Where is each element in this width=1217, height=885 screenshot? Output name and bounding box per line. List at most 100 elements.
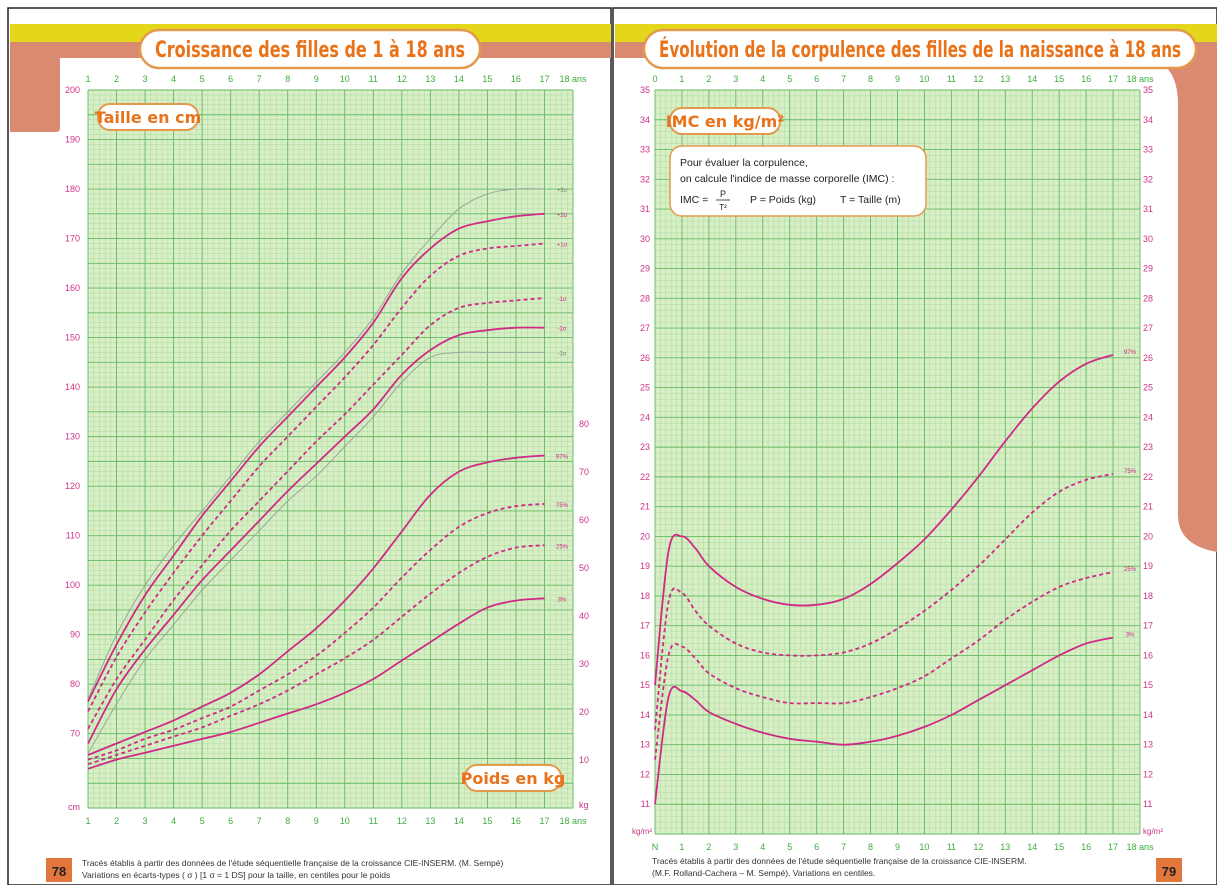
series-label: +3σ (557, 188, 568, 194)
plot-background (88, 90, 573, 808)
x-tick-top: 12 (973, 74, 983, 84)
page-title-right: Évolution de la corpulence des filles de… (659, 37, 1181, 63)
series-label: +2σ (557, 213, 568, 219)
x-tick-bottom: 12 (397, 816, 407, 826)
x-tick-top: 13 (425, 74, 435, 84)
x-tick-bottom: 7 (841, 842, 846, 852)
series-label: 3% (1126, 633, 1135, 639)
y-tick-left: 16 (640, 650, 650, 660)
page-number-box-right (1156, 858, 1182, 882)
height-curve (87, 297, 545, 730)
x-tick-bottom: 18 ans (1126, 842, 1154, 852)
series-label: 25% (556, 544, 569, 550)
y-tick-right: 21 (1143, 502, 1153, 512)
x-tick-top: 17 (539, 74, 549, 84)
page-number-box-left (46, 858, 72, 882)
info-formula-lhs: IMC = (680, 194, 708, 206)
y-tick-left: 15 (640, 680, 650, 690)
y-tick-left: 34 (640, 115, 650, 125)
weight-curve (87, 454, 545, 756)
x-tick-top: 6 (814, 74, 819, 84)
y-tick-left: 20 (640, 531, 650, 541)
height-curve (87, 212, 545, 702)
x-tick-top: 1 (679, 74, 684, 84)
height-curve (87, 242, 545, 712)
x-tick-bottom: 15 (1054, 842, 1064, 852)
y-tick-left: 30 (640, 234, 650, 244)
series-label: -1σ (557, 297, 566, 303)
footnote-right-2: (M.F. Rolland-Cachera – M. Sempé). Varia… (652, 868, 875, 878)
y-tick-left: 14 (640, 710, 650, 720)
y-tick-left: 23 (640, 442, 650, 452)
x-tick-top: 3 (733, 74, 738, 84)
major-grid (87, 89, 574, 809)
y-tick-weight: 70 (579, 467, 589, 477)
x-tick-top: 5 (200, 74, 205, 84)
height-curve (87, 326, 545, 745)
x-tick-top: 9 (314, 74, 319, 84)
label-imc-frame (669, 107, 781, 135)
y-tick-left: 32 (640, 174, 650, 184)
y-tick-right: 26 (1143, 353, 1153, 363)
y-unit-left: kg/m² (632, 827, 652, 836)
y-tick-left: 19 (640, 561, 650, 571)
x-tick-top: 8 (868, 74, 873, 84)
x-tick-bottom: 6 (228, 816, 233, 826)
y-tick-right: 34 (1143, 115, 1153, 125)
label-poids-frame (464, 764, 562, 792)
x-tick-bottom: 12 (973, 842, 983, 852)
x-tick-top: 15 (482, 74, 492, 84)
y-tick-right: 17 (1143, 621, 1153, 631)
y-tick-height: 80 (70, 679, 80, 689)
info-p-def: P = Poids (kg) (750, 194, 816, 206)
y-tick-right: 15 (1143, 680, 1153, 690)
x-tick-bottom: 5 (200, 816, 205, 826)
y-tick-left: 22 (640, 472, 650, 482)
x-tick-top: 9 (895, 74, 900, 84)
x-tick-bottom: 10 (919, 842, 929, 852)
y-tick-height: 100 (65, 580, 80, 590)
x-tick-bottom: 16 (511, 816, 521, 826)
y-unit-right: kg/m² (1143, 827, 1163, 836)
y-tick-right: 27 (1143, 323, 1153, 333)
y-tick-height: 150 (65, 333, 80, 343)
x-tick-top: 12 (397, 74, 407, 84)
x-tick-bottom: 8 (868, 842, 873, 852)
info-t-def: T = Taille (m) (840, 194, 901, 206)
y-tick-right: 28 (1143, 293, 1153, 303)
y-tick-left: 12 (640, 769, 650, 779)
y-tick-left: 28 (640, 293, 650, 303)
page-title-left-frame (138, 28, 482, 70)
y-tick-left: 13 (640, 740, 650, 750)
salmon-curve (60, 58, 120, 128)
bmi-curves: 97% 75% 25% 3% (654, 350, 1137, 805)
x-tick-bottom: N (652, 842, 659, 852)
y-tick-right: 31 (1143, 204, 1153, 214)
series-label: 25% (1124, 567, 1137, 573)
y-tick-right: 14 (1143, 710, 1153, 720)
bmi-curve (654, 636, 1114, 805)
x-tick-top: 7 (841, 74, 846, 84)
x-tick-top: 16 (1081, 74, 1091, 84)
weight-curve (87, 597, 545, 770)
left-page: Croissance des filles de 1 à 18 ans11223… (7, 7, 612, 885)
x-tick-bottom: 16 (1081, 842, 1091, 852)
label-imc: IMC en kg/m² (666, 112, 785, 131)
salmon-side-tab (1140, 58, 1217, 552)
x-tick-top: 6 (228, 74, 233, 84)
x-tick-top: 14 (1027, 74, 1037, 84)
y-tick-weight: 10 (579, 755, 589, 765)
y-tick-right: 18 (1143, 591, 1153, 601)
y-tick-height: 200 (65, 85, 80, 95)
y-tick-weight: 50 (579, 563, 589, 573)
y-tick-left: 35 (640, 85, 650, 95)
y-tick-weight: 20 (579, 707, 589, 717)
footnote-left-2: Variations en écarts-types ( σ ) [1 σ = … (82, 870, 390, 880)
x-tick-bottom: 15 (482, 816, 492, 826)
x-tick-bottom: 11 (947, 842, 956, 852)
y-tick-right: 13 (1143, 740, 1153, 750)
x-tick-bottom: 13 (1000, 842, 1010, 852)
page-title-right-frame (642, 28, 1198, 70)
